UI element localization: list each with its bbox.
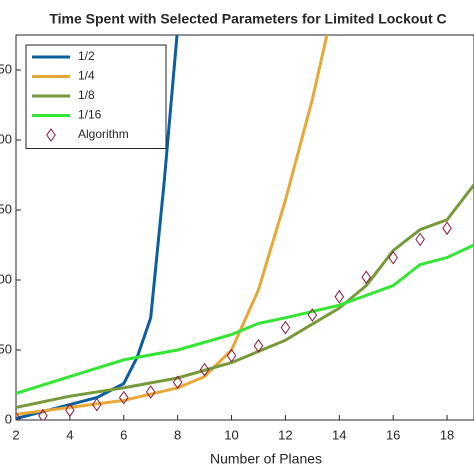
y-tick-label: 50 (0, 341, 12, 356)
marker (280, 320, 291, 335)
y-tick-label: 150 (0, 201, 12, 216)
marker (172, 375, 183, 390)
marker (92, 397, 102, 412)
x-tick-label: 6 (120, 427, 127, 442)
legend-label: 1/2 (78, 49, 95, 63)
series-line (16, 35, 329, 416)
marker (226, 348, 237, 363)
legend-label: Algorithm (78, 127, 129, 141)
chart-title: Time Spent with Selected Parameters for … (49, 11, 446, 27)
x-tick-label: 14 (332, 427, 346, 442)
legend-label: 1/4 (78, 69, 95, 83)
legend-marker (46, 128, 56, 142)
x-tick-label: 8 (174, 427, 181, 442)
x-tick-label: 4 (66, 427, 73, 442)
x-tick-label: 2 (12, 427, 19, 442)
marker (307, 308, 318, 322)
marker (361, 270, 372, 285)
legend-label: 1/8 (78, 88, 95, 102)
y-tick-label: 250 (0, 61, 12, 76)
marker (145, 385, 156, 399)
x-tick-label: 18 (440, 427, 454, 442)
plot-marks (16, 35, 474, 420)
legend-label: 1/16 (78, 108, 102, 122)
series-line (16, 183, 474, 409)
y-tick-label: 200 (0, 131, 12, 146)
y-tick-label: 0 (5, 411, 12, 426)
marker (199, 362, 210, 377)
x-tick-label: 10 (224, 427, 238, 442)
marker (65, 403, 75, 418)
marker (334, 289, 345, 304)
marker (253, 338, 264, 353)
marker (415, 232, 425, 247)
y-tick-label: 100 (0, 271, 12, 286)
marker (38, 408, 48, 420)
x-tick-label: 12 (278, 427, 292, 442)
marker (442, 221, 452, 236)
series-line (16, 243, 474, 395)
marker (118, 390, 129, 405)
marker (16, 411, 21, 420)
x-tick-label: 16 (386, 427, 400, 442)
x-axis-label: Number of Planes (210, 451, 322, 467)
marker (388, 250, 398, 265)
